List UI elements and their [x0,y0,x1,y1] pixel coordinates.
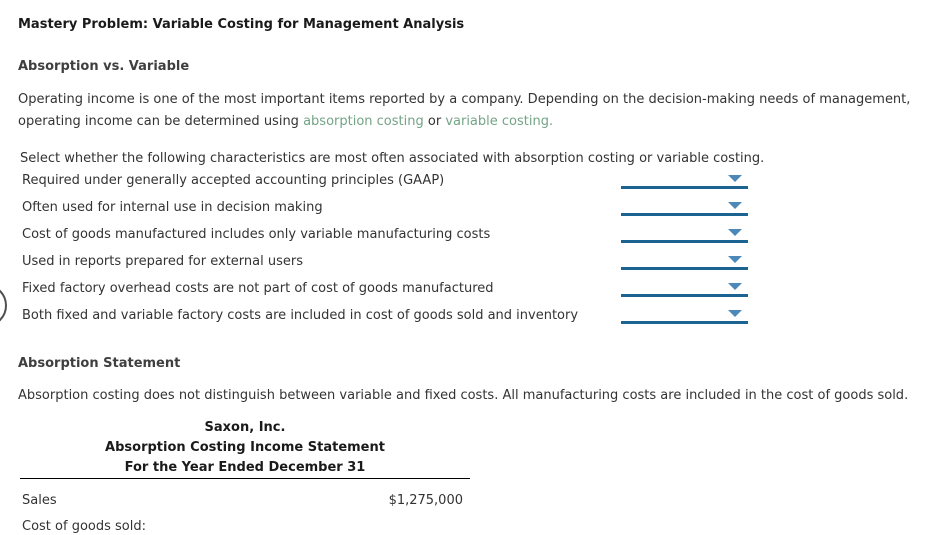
costing-type-dropdown[interactable] [621,279,748,297]
absorption-costing-link[interactable]: absorption costing [303,114,424,129]
characteristic-row: Fixed factory overhead costs are not par… [0,279,932,306]
income-statement-table: Saxon, Inc. Absorption Costing Income St… [20,418,470,535]
section-heading-absorption-statement: Absorption Statement [18,356,181,371]
characteristic-row: Both fixed and variable factory costs ar… [0,306,932,333]
characteristic-row: Often used for internal use in decision … [0,198,932,225]
intro-paragraph: Operating income is one of the most impo… [18,89,911,133]
characteristic-label: Often used for internal use in decision … [22,200,323,215]
costing-type-dropdown[interactable] [621,171,748,189]
characteristic-label: Fixed factory overhead costs are not par… [22,281,494,296]
characteristic-label: Cost of goods manufactured includes only… [22,227,491,242]
statement-period: For the Year Ended December 31 [124,460,366,475]
absorption-statement-description: Absorption costing does not distinguish … [18,388,909,403]
chevron-down-icon [728,310,742,317]
chevron-down-icon [728,175,742,182]
chevron-down-icon [728,283,742,290]
characteristic-label: Both fixed and variable factory costs ar… [22,308,579,323]
characteristics-list: Required under generally accepted accoun… [0,171,932,333]
costing-type-dropdown[interactable] [621,252,748,270]
row-amount: $1,275,000 [388,492,463,508]
characteristic-row: Required under generally accepted accoun… [0,171,932,198]
costing-type-dropdown[interactable] [621,225,748,243]
costing-type-dropdown[interactable] [621,306,748,324]
income-statement-header: Saxon, Inc. Absorption Costing Income St… [20,418,470,479]
chevron-down-icon [728,256,742,263]
intro-text-between: or [423,114,446,129]
intro-text-after: . [548,114,554,129]
chevron-down-icon [728,202,742,209]
characteristic-row: Used in reports prepared for external us… [0,252,932,279]
row-label: Sales [22,492,57,508]
select-instruction: Select whether the following characteris… [20,151,765,166]
company-name: Saxon, Inc. [204,420,286,435]
row-label: Cost of goods sold: [22,518,146,534]
characteristic-label: Required under generally accepted accoun… [22,173,445,188]
page-title: Mastery Problem: Variable Costing for Ma… [18,17,465,32]
income-statement-rows: Sales $1,275,000 Cost of goods sold: [20,487,470,535]
costing-type-dropdown[interactable] [621,198,748,216]
intro-text-before: Operating income is one of the most impo… [18,92,911,129]
characteristic-label: Used in reports prepared for external us… [22,254,303,269]
chevron-down-icon [728,229,742,236]
variable-costing-link[interactable]: variable costing [445,114,549,129]
statement-title: Absorption Costing Income Statement [105,440,385,455]
section-heading-absorption-vs-variable: Absorption vs. Variable [18,59,190,74]
table-row: Cost of goods sold: [20,513,470,535]
table-row: Sales $1,275,000 [20,487,470,513]
characteristic-row: Cost of goods manufactured includes only… [0,225,932,252]
